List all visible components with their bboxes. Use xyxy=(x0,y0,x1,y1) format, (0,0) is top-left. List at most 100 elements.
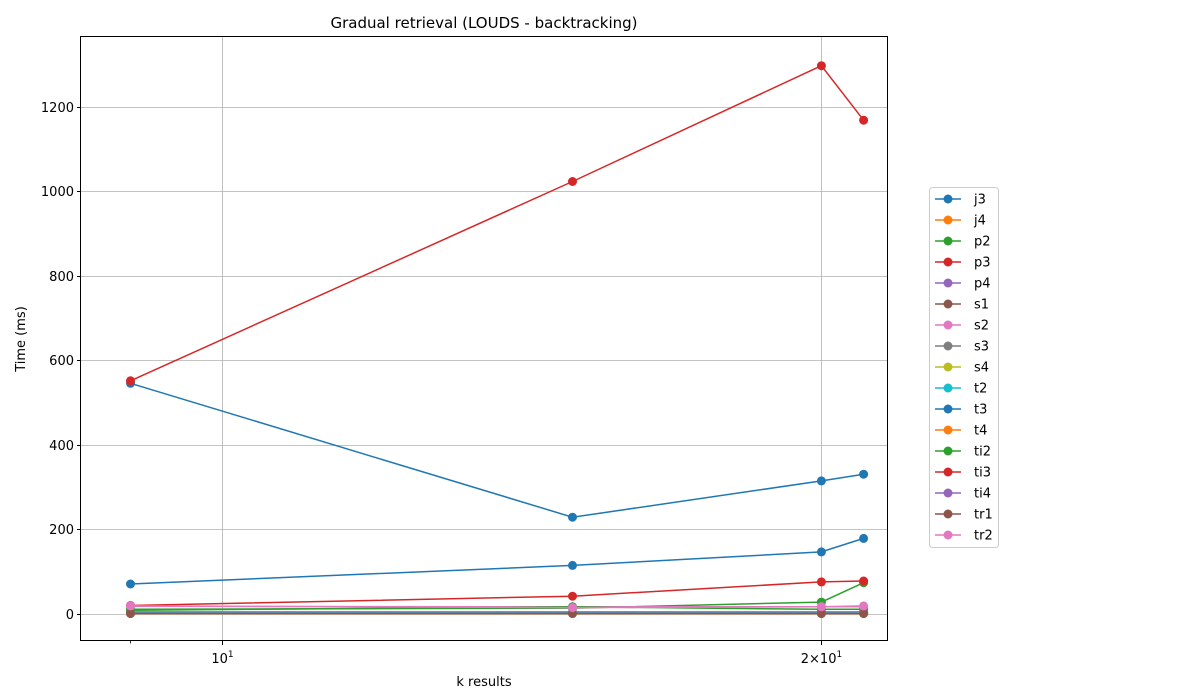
legend-swatch-marker xyxy=(943,467,953,477)
legend-item-t3: t3 xyxy=(935,403,987,418)
legend-swatch-marker xyxy=(943,320,953,330)
legend-item-p2: p2 xyxy=(935,235,991,250)
data-point xyxy=(126,376,135,386)
y-tick-label: 1000 xyxy=(41,185,74,200)
y-axis-label: Time (ms) xyxy=(14,306,29,373)
data-point xyxy=(816,476,826,486)
y-axis: 0 200 400 600 800 1000 1200 xyxy=(41,101,81,623)
series-j3 xyxy=(126,533,869,589)
legend: j3 j4 p2 p3 p4 s1 s2 s3 s4 t2 t3 t4 ti2 ti3 ti4 tr1 tr2 xyxy=(929,187,999,548)
x-axis-label: k results xyxy=(456,675,511,690)
grid xyxy=(81,37,888,641)
data-point xyxy=(816,577,826,587)
legend-swatch-marker xyxy=(943,299,953,309)
legend-item-p3: p3 xyxy=(935,256,991,271)
legend-label: p2 xyxy=(974,235,991,250)
legend-item-j4: j4 xyxy=(935,214,986,229)
data-point xyxy=(126,601,135,611)
y-tick-label: 600 xyxy=(49,354,74,369)
legend-label: t4 xyxy=(974,424,987,439)
legend-label: s3 xyxy=(974,340,989,355)
legend-swatch-marker xyxy=(943,257,953,267)
data-point xyxy=(816,602,826,612)
legend-swatch-marker xyxy=(943,194,953,204)
legend-swatch-marker xyxy=(943,404,953,414)
data-point xyxy=(568,603,577,613)
legend-label: ti3 xyxy=(974,466,991,481)
series-line xyxy=(130,382,864,518)
series-tr2 xyxy=(126,601,869,613)
legend-item-j3: j3 xyxy=(935,193,986,208)
legend-swatch-marker xyxy=(943,425,953,435)
legend-label: s2 xyxy=(974,319,989,334)
legend-item-ti2: ti2 xyxy=(935,445,991,460)
series-tr1 xyxy=(126,609,869,618)
y-tick-label: 1200 xyxy=(41,101,74,116)
data-point xyxy=(859,533,869,543)
legend-item-tr2: tr2 xyxy=(935,529,993,544)
plot-frame xyxy=(80,36,888,641)
legend-item-ti4: ti4 xyxy=(935,487,991,502)
legend-frame xyxy=(929,187,999,548)
legend-item-s4: s4 xyxy=(935,361,989,376)
series-line xyxy=(130,64,865,382)
legend-label: tr1 xyxy=(974,508,993,523)
data-point xyxy=(859,609,869,618)
legend-swatch-marker xyxy=(943,362,953,372)
legend-label: p3 xyxy=(974,256,991,271)
y-tick-label: 800 xyxy=(49,270,74,285)
legend-swatch-marker xyxy=(943,341,953,351)
y-tick-label: 0 xyxy=(66,608,74,623)
series-ti3 xyxy=(126,61,869,386)
data-point xyxy=(859,469,869,479)
legend-item-t4: t4 xyxy=(935,424,987,439)
legend-swatch-marker xyxy=(943,278,953,288)
legend-label: p4 xyxy=(974,277,991,292)
legend-swatch-marker xyxy=(943,215,953,225)
data-point xyxy=(568,560,577,570)
data-point xyxy=(568,591,577,601)
series-layer xyxy=(126,61,869,618)
data-point xyxy=(816,609,826,618)
legend-item-s1: s1 xyxy=(935,298,989,313)
legend-swatch-marker xyxy=(943,509,953,519)
legend-swatch-marker xyxy=(943,530,953,540)
legend-item-s3: s3 xyxy=(935,340,989,355)
legend-swatch-marker xyxy=(943,236,953,246)
legend-swatch-marker xyxy=(943,488,953,498)
data-point xyxy=(126,579,135,589)
legend-label: s4 xyxy=(974,361,989,376)
legend-label: t2 xyxy=(974,382,987,397)
series-t3 xyxy=(126,378,869,522)
series-line xyxy=(130,606,864,611)
legend-item-tr1: tr1 xyxy=(935,508,993,523)
legend-item-ti3: ti3 xyxy=(935,466,991,481)
data-point xyxy=(568,177,577,186)
chart-title: Gradual retrieval (LOUDS - backtracking) xyxy=(330,14,637,32)
data-point xyxy=(816,547,826,557)
legend-item-s2: s2 xyxy=(935,319,989,334)
series-line xyxy=(130,537,864,585)
legend-item-p4: p4 xyxy=(935,277,991,292)
y-tick-label: 200 xyxy=(49,523,74,538)
y-tick-label: 400 xyxy=(49,439,74,454)
legend-label: ti2 xyxy=(974,445,991,460)
legend-swatch-marker xyxy=(943,446,953,456)
legend-label: ti4 xyxy=(974,487,991,502)
data-point xyxy=(859,601,869,611)
data-point xyxy=(126,609,135,618)
legend-label: s1 xyxy=(974,298,989,313)
data-point xyxy=(859,115,869,125)
legend-label: t3 xyxy=(974,403,987,418)
data-point xyxy=(859,576,869,586)
series-line xyxy=(130,580,864,607)
legend-label: j4 xyxy=(973,214,986,229)
legend-swatch-marker xyxy=(943,383,953,393)
series-line xyxy=(130,605,864,609)
data-point xyxy=(568,512,577,522)
data-point xyxy=(816,61,826,71)
x-tick-label: 101 xyxy=(211,650,233,667)
x-tick-label: 2×101 xyxy=(801,650,842,667)
x-axis: 101 2×101 xyxy=(130,641,842,667)
